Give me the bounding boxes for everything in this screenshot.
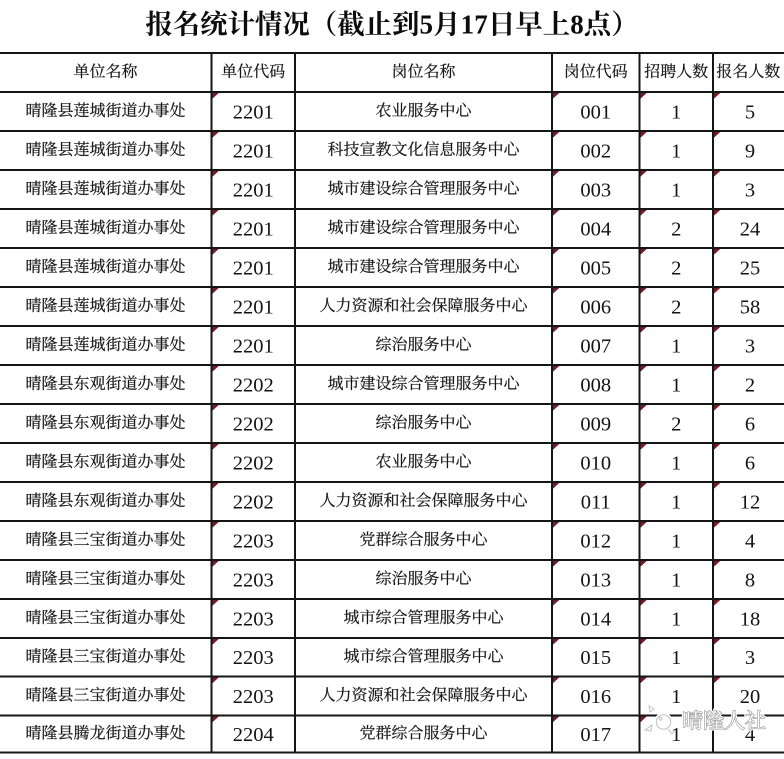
- svg-text:9: 9: [745, 140, 755, 162]
- svg-text:8: 8: [570, 10, 584, 40]
- svg-text:1: 1: [671, 569, 681, 591]
- svg-text:7: 7: [474, 10, 488, 40]
- svg-text:2201: 2201: [233, 335, 274, 357]
- svg-text:2201: 2201: [233, 218, 274, 240]
- svg-text:12: 12: [740, 491, 761, 513]
- svg-text:2202: 2202: [233, 374, 274, 396]
- svg-text:2: 2: [745, 374, 755, 396]
- svg-text:2202: 2202: [233, 413, 274, 435]
- svg-text:005: 005: [580, 257, 611, 279]
- svg-text:014: 014: [580, 608, 611, 630]
- svg-text:1: 1: [671, 179, 681, 201]
- svg-text:2201: 2201: [233, 179, 274, 201]
- svg-text:1: 1: [461, 10, 475, 40]
- svg-text:2201: 2201: [233, 257, 274, 279]
- svg-text:1: 1: [671, 608, 681, 630]
- svg-text:001: 001: [580, 101, 611, 123]
- svg-text:18: 18: [740, 608, 761, 630]
- svg-text:012: 012: [580, 530, 611, 552]
- svg-text:006: 006: [580, 296, 611, 318]
- svg-text:013: 013: [580, 569, 611, 591]
- svg-text:016: 016: [580, 686, 611, 708]
- svg-text:003: 003: [580, 179, 611, 201]
- svg-text:5: 5: [420, 10, 434, 40]
- svg-text:1: 1: [671, 686, 681, 708]
- svg-text:25: 25: [740, 257, 761, 279]
- svg-text:1: 1: [671, 101, 681, 123]
- svg-text:017: 017: [580, 724, 611, 746]
- svg-text:010: 010: [580, 452, 611, 474]
- svg-text:011: 011: [581, 491, 611, 513]
- svg-text:002: 002: [580, 140, 611, 162]
- svg-text:008: 008: [580, 374, 611, 396]
- svg-text:1: 1: [671, 647, 681, 669]
- svg-text:2202: 2202: [233, 452, 274, 474]
- svg-text:8: 8: [745, 569, 755, 591]
- svg-text:007: 007: [580, 335, 611, 357]
- svg-text:2: 2: [671, 296, 681, 318]
- svg-text:4: 4: [745, 530, 755, 552]
- svg-text:2203: 2203: [233, 647, 274, 669]
- svg-text:1: 1: [671, 452, 681, 474]
- svg-text:1: 1: [671, 491, 681, 513]
- svg-text:6: 6: [745, 452, 755, 474]
- svg-text:2203: 2203: [233, 608, 274, 630]
- svg-text:2204: 2204: [233, 724, 274, 746]
- svg-text:1: 1: [671, 374, 681, 396]
- svg-text:015: 015: [580, 647, 611, 669]
- svg-text:5: 5: [745, 101, 755, 123]
- svg-text:009: 009: [580, 413, 611, 435]
- svg-text:2201: 2201: [233, 140, 274, 162]
- svg-text:2203: 2203: [233, 569, 274, 591]
- svg-text:1: 1: [671, 140, 681, 162]
- svg-text:1: 1: [671, 530, 681, 552]
- svg-text:2: 2: [671, 413, 681, 435]
- svg-text:4: 4: [745, 724, 755, 746]
- svg-text:1: 1: [671, 335, 681, 357]
- svg-text:2201: 2201: [233, 296, 274, 318]
- svg-text:2203: 2203: [233, 530, 274, 552]
- svg-text:20: 20: [740, 686, 761, 708]
- svg-text:24: 24: [740, 218, 761, 240]
- svg-text:004: 004: [580, 218, 611, 240]
- svg-text:6: 6: [745, 413, 755, 435]
- svg-text:2: 2: [671, 218, 681, 240]
- svg-text:1: 1: [671, 724, 681, 746]
- svg-text:3: 3: [745, 335, 755, 357]
- svg-text:3: 3: [745, 179, 755, 201]
- svg-text:2: 2: [671, 257, 681, 279]
- svg-text:2201: 2201: [233, 101, 274, 123]
- svg-text:58: 58: [740, 296, 761, 318]
- svg-text:3: 3: [745, 647, 755, 669]
- svg-text:2202: 2202: [233, 491, 274, 513]
- svg-text:2203: 2203: [233, 686, 274, 708]
